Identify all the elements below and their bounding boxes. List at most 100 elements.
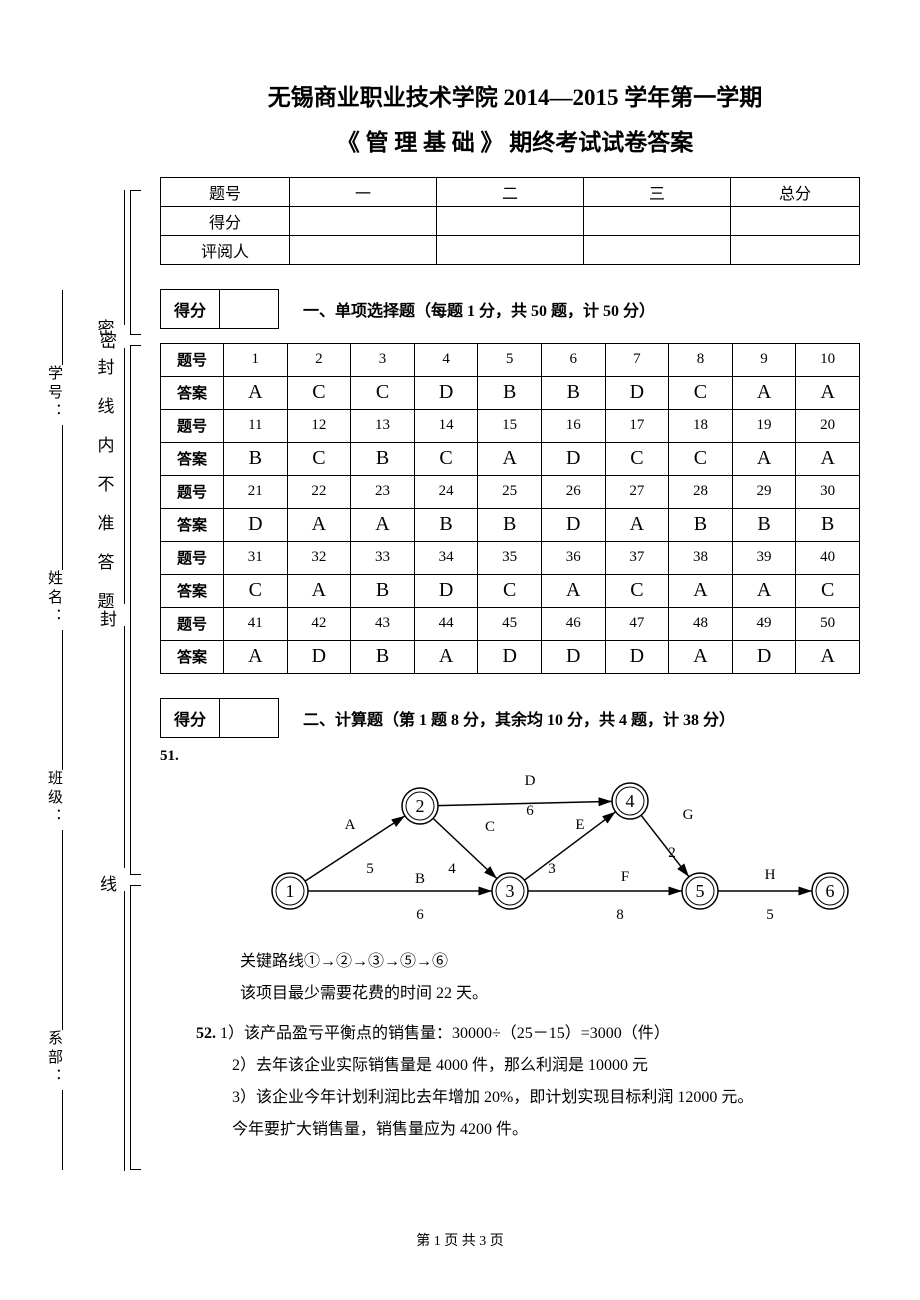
th: 总分 — [731, 177, 860, 206]
answer-cell: C — [605, 574, 669, 607]
answer-cell: A — [478, 442, 542, 475]
page-title: 无锡商业职业技术学院 2014—2015 学年第一学期 — [160, 80, 870, 117]
seal-line — [124, 190, 125, 325]
svg-text:1: 1 — [286, 881, 295, 901]
q52-num: 52. — [196, 1025, 216, 1042]
mark-feng: 封 — [100, 605, 117, 630]
table-row: 题号41424344454647484950 — [161, 607, 860, 640]
answer-cell: A — [669, 640, 733, 673]
q-num-cell: 11 — [224, 409, 288, 442]
table-row: 答案ACCDBBDCAA — [161, 376, 860, 409]
answer-cell: A — [669, 574, 733, 607]
th: 二 — [437, 177, 584, 206]
vline — [62, 425, 63, 515]
answer-cell: A — [796, 442, 860, 475]
q51-critical-path: 关键路线①→②→③→⑤→⑥ — [240, 946, 870, 978]
seal-line — [124, 891, 125, 1171]
q-num-cell: 48 — [669, 607, 733, 640]
q-num-cell: 9 — [732, 343, 796, 376]
network-diagram: A5B6C4D6E3F8G2H5123456 — [230, 771, 850, 941]
svg-text:4: 4 — [626, 791, 635, 811]
row-label-q: 题号 — [161, 343, 224, 376]
answer-cell: A — [287, 508, 351, 541]
row-label-a: 答案 — [161, 442, 224, 475]
q-num-cell: 22 — [287, 475, 351, 508]
q-num-cell: 15 — [478, 409, 542, 442]
q-num-cell: 34 — [414, 541, 478, 574]
svg-text:C: C — [485, 819, 495, 835]
page-footer: 第 1 页 共 3 页 — [0, 1230, 920, 1250]
row-label-a: 答案 — [161, 508, 224, 541]
q-num-cell: 35 — [478, 541, 542, 574]
row-label-q: 题号 — [161, 607, 224, 640]
table-row: 答案CABDCACAAC — [161, 574, 860, 607]
q-num-cell: 50 — [796, 607, 860, 640]
seal-char: 封 — [96, 353, 116, 378]
q-num-cell: 26 — [541, 475, 605, 508]
answer-cell: C — [224, 574, 288, 607]
q-num-cell: 49 — [732, 607, 796, 640]
row-label-a: 答案 — [161, 574, 224, 607]
q-num-cell: 45 — [478, 607, 542, 640]
q-num-cell: 23 — [351, 475, 415, 508]
answer-cell: D — [287, 640, 351, 673]
answer-cell: D — [224, 508, 288, 541]
q-num-cell: 5 — [478, 343, 542, 376]
svg-text:A: A — [345, 817, 356, 833]
svg-text:4: 4 — [448, 861, 456, 877]
q-num-cell: 42 — [287, 607, 351, 640]
table-row: 评阅人 — [161, 235, 860, 264]
q52-l1: 1）该产品盈亏平衡点的销售量：30000÷（25－15）=3000（件） — [220, 1025, 670, 1042]
q-num-cell: 46 — [541, 607, 605, 640]
answer-cell: A — [224, 376, 288, 409]
q-num-cell: 18 — [669, 409, 733, 442]
answer-cell: D — [605, 640, 669, 673]
q-num-cell: 8 — [669, 343, 733, 376]
mark-xian: 线 — [100, 870, 117, 895]
answer-cell: D — [541, 442, 605, 475]
answer-cell: A — [541, 574, 605, 607]
vline — [62, 720, 63, 770]
section2-heading: 二、计算题（第 1 题 8 分，其余均 10 分，共 4 题，计 38 分） — [303, 706, 735, 730]
row-label: 评阅人 — [161, 235, 290, 264]
score-table: 题号 一 二 三 总分 得分 评阅人 — [160, 177, 860, 265]
svg-text:8: 8 — [616, 907, 624, 923]
seal-char: 线 — [96, 392, 116, 417]
vline — [62, 290, 63, 365]
answer-cell: B — [414, 508, 478, 541]
row-label-a: 答案 — [161, 376, 224, 409]
score-box: 得分 — [160, 698, 279, 738]
q-num-cell: 25 — [478, 475, 542, 508]
q51-num: 51. — [160, 748, 870, 765]
svg-text:5: 5 — [696, 881, 705, 901]
svg-text:3: 3 — [506, 881, 515, 901]
table-row: 得分 — [161, 206, 860, 235]
score-blank — [220, 698, 279, 737]
table-row: 题号21222324252627282930 — [161, 475, 860, 508]
q-num-cell: 29 — [732, 475, 796, 508]
table-row: 答案ADBADDDADA — [161, 640, 860, 673]
q-num-cell: 43 — [351, 607, 415, 640]
svg-text:F: F — [621, 869, 629, 885]
q-num-cell: 3 — [351, 343, 415, 376]
table-row: 题号 一 二 三 总分 — [161, 177, 860, 206]
q-num-cell: 16 — [541, 409, 605, 442]
answer-cell: B — [351, 640, 415, 673]
svg-text:3: 3 — [548, 861, 556, 877]
answer-cell: A — [732, 442, 796, 475]
page-subtitle: 《 管 理 基 础 》 期终考试试卷答案 — [160, 123, 870, 157]
content: 无锡商业职业技术学院 2014—2015 学年第一学期 《 管 理 基 础 》 … — [160, 80, 870, 1146]
seal-char: 不 — [96, 470, 116, 495]
table-row: 题号11121314151617181920 — [161, 409, 860, 442]
answer-cell: D — [732, 640, 796, 673]
q-num-cell: 37 — [605, 541, 669, 574]
q-num-cell: 32 — [287, 541, 351, 574]
q-num-cell: 1 — [224, 343, 288, 376]
answer-cell: A — [224, 640, 288, 673]
answer-cell: B — [732, 508, 796, 541]
th: 三 — [584, 177, 731, 206]
row-label: 得分 — [161, 206, 290, 235]
row-label-q: 题号 — [161, 409, 224, 442]
answer-cell: D — [478, 640, 542, 673]
answer-cell: A — [414, 640, 478, 673]
